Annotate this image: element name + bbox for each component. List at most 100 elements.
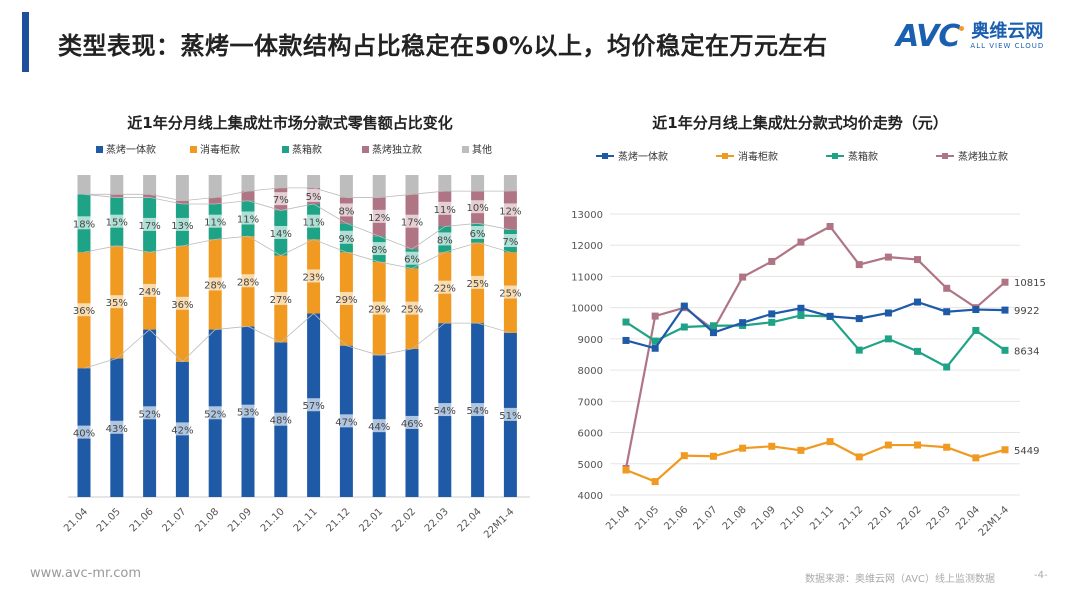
data-label-bg: [368, 419, 391, 433]
x-tick-label: 22.02: [896, 504, 924, 532]
data-label-bg: [466, 403, 489, 417]
series-marker: [768, 257, 776, 265]
end-value-label: 10815: [1014, 278, 1046, 289]
data-label: 8%: [437, 235, 453, 246]
series-line: [625, 300, 1006, 350]
end-value-label: 8634: [1014, 346, 1039, 357]
legend-label: 蒸箱款: [848, 150, 878, 163]
data-label-bg: [302, 188, 325, 202]
data-label-bg: [368, 242, 391, 256]
data-label-bg: [138, 283, 161, 297]
data-label-bg: [105, 214, 128, 228]
bar-segment: [503, 175, 517, 192]
data-label: 22%: [434, 284, 456, 295]
series-marker: [651, 337, 659, 345]
footer-url: www.avc-mr.com: [30, 566, 142, 581]
series-marker: [680, 323, 688, 331]
data-label-bg: [105, 295, 128, 309]
legend-label: 蒸箱款: [292, 143, 322, 156]
data-label-bg: [401, 251, 423, 265]
series-marker: [797, 238, 805, 246]
bar-segment: [405, 175, 419, 195]
data-label: 13%: [171, 221, 193, 232]
data-label: 25%: [499, 289, 521, 300]
series-marker: [651, 312, 659, 320]
y-tick-label: 10000: [571, 304, 603, 315]
data-label-bg: [335, 414, 358, 428]
data-label: 43%: [106, 424, 128, 435]
series-marker: [680, 302, 688, 310]
series-marker: [739, 444, 747, 452]
series-marker: [739, 319, 747, 327]
series-marker: [855, 315, 863, 323]
data-label: 12%: [499, 206, 521, 217]
legend-swatch: [190, 146, 197, 153]
data-label-bg: [171, 296, 194, 310]
data-label: 6%: [404, 255, 420, 266]
data-label: 11%: [237, 214, 259, 225]
x-tick-label: 21.04: [604, 504, 632, 532]
page-title: 类型表现：蒸烤一体款结构占比稳定在50%以上，均价稳定在万元左右: [58, 32, 828, 60]
data-label: 51%: [499, 411, 521, 422]
data-label: 35%: [106, 298, 128, 309]
series-marker: [651, 478, 659, 486]
x-tick-label: 21.12: [837, 504, 865, 532]
data-label-bg: [302, 214, 325, 228]
x-tick-label: 21.07: [160, 506, 188, 534]
data-label: 40%: [73, 429, 95, 440]
series-marker: [709, 329, 717, 337]
legend-marker: [832, 153, 838, 159]
x-tick-label: 21.11: [808, 504, 836, 532]
data-label: 44%: [368, 422, 390, 433]
series-marker: [797, 311, 805, 319]
data-label-bg: [466, 275, 489, 289]
data-label: 25%: [401, 305, 423, 316]
data-source-note: 数据来源：奥维云网（AVC）线上监测数据: [805, 574, 996, 585]
data-label-bg: [73, 216, 95, 230]
series-marker: [622, 466, 630, 474]
data-label: 54%: [434, 406, 456, 417]
data-label-bg: [269, 291, 292, 305]
data-label: 42%: [171, 425, 193, 436]
bar-segment: [143, 175, 157, 195]
data-label-bg: [302, 398, 325, 412]
end-value-label: 9922: [1014, 306, 1039, 317]
series-connector-line: [83, 235, 511, 269]
data-label-bg: [204, 406, 227, 420]
series-marker: [1001, 446, 1009, 454]
y-tick-label: 7000: [578, 397, 603, 408]
data-label-bg: [401, 301, 423, 315]
data-label-bg: [401, 415, 423, 429]
x-tick-label: 21.08: [193, 506, 221, 534]
x-tick-label: 22.04: [954, 504, 982, 532]
legend-swatch: [462, 146, 469, 153]
end-value-label: 5449: [1014, 446, 1039, 457]
left-chart-title: 近1年分月线上集成灶市场分款式零售额占比变化: [127, 114, 452, 132]
series-marker: [768, 442, 776, 450]
data-label: 6%: [470, 229, 486, 240]
series-marker: [622, 336, 630, 344]
data-label-bg: [204, 277, 227, 291]
legend-swatch: [96, 146, 103, 153]
x-tick-label: 21.07: [692, 504, 720, 532]
y-tick-label: 8000: [578, 366, 603, 377]
bar-segment: [175, 175, 189, 201]
right-chart-title: 近1年分月线上集成灶分款式均价走势（元）: [652, 114, 947, 132]
legend-swatch: [362, 146, 369, 153]
series-marker: [826, 222, 834, 230]
data-label-bg: [433, 280, 456, 294]
data-label: 12%: [368, 213, 390, 224]
data-label: 36%: [171, 300, 193, 311]
y-tick-label: 5000: [578, 460, 603, 471]
data-label-bg: [269, 225, 292, 239]
data-label-bg: [237, 211, 259, 225]
series-marker: [826, 438, 834, 446]
data-label-bg: [499, 234, 522, 248]
data-label: 52%: [138, 409, 160, 420]
data-label: 11%: [434, 205, 456, 216]
bar-segment: [175, 200, 189, 204]
x-tick-label: 21.10: [259, 506, 287, 534]
series-marker: [1001, 306, 1009, 314]
series-marker: [797, 446, 805, 454]
